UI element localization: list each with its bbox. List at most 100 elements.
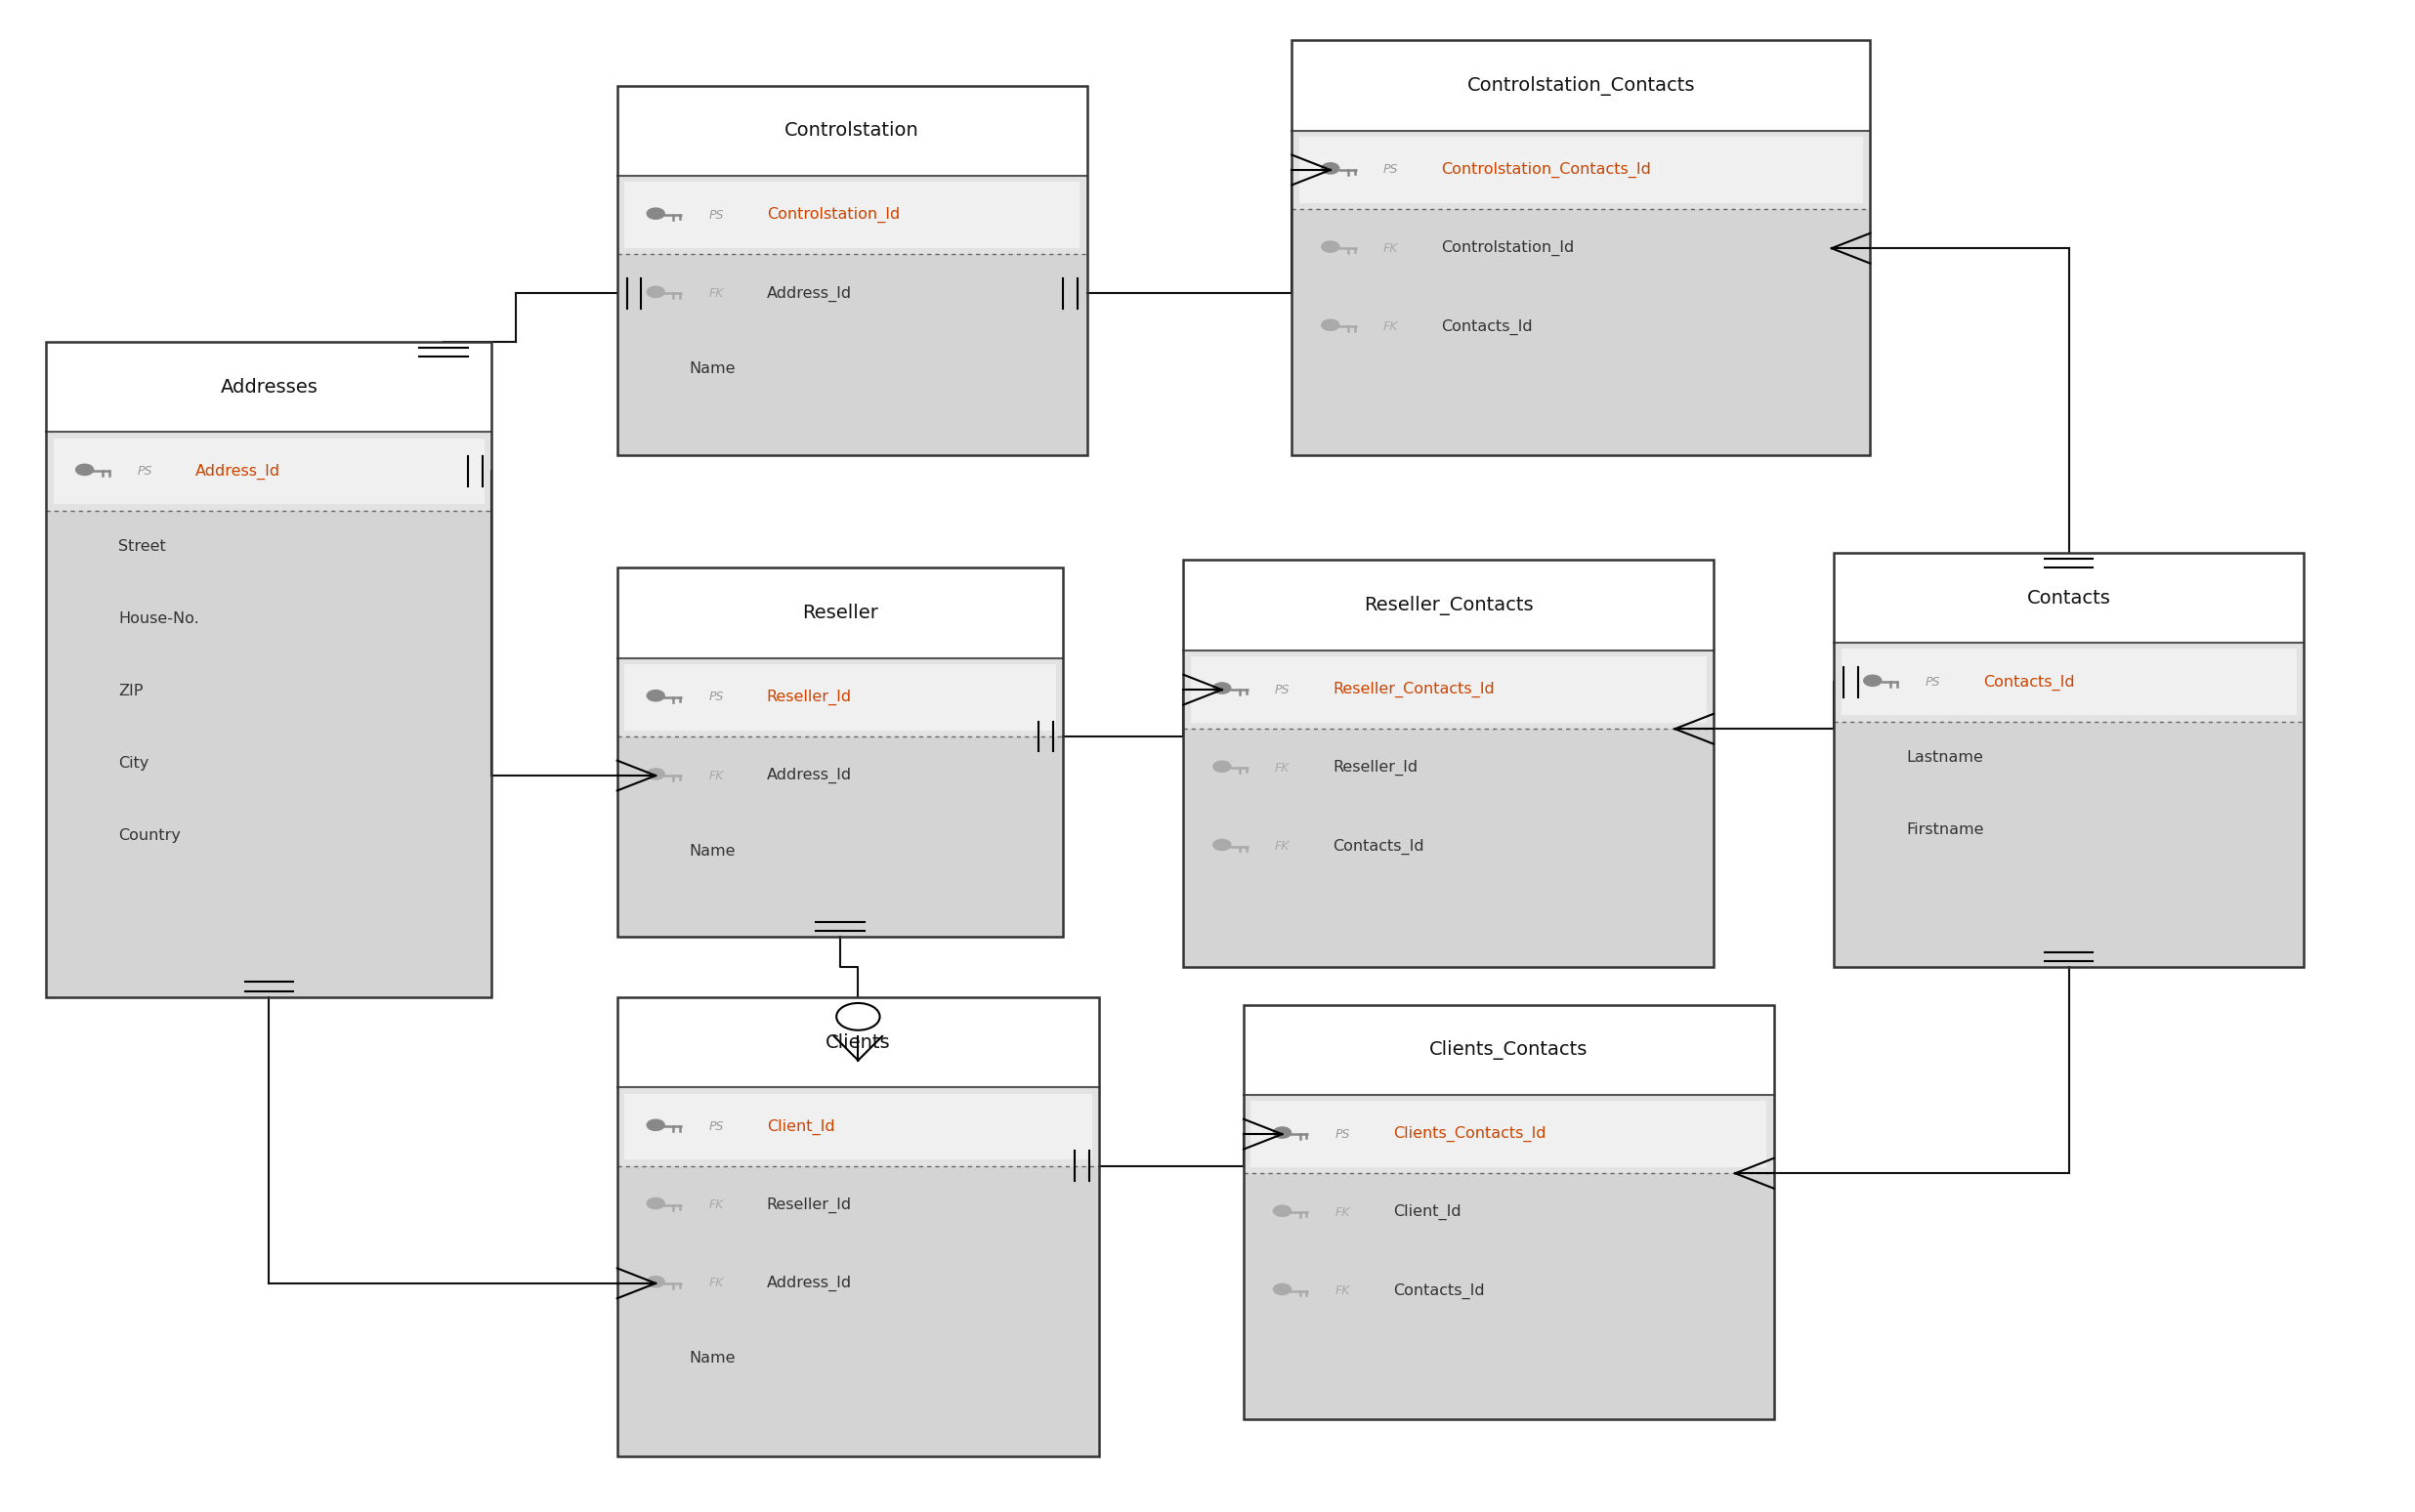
- Text: PS: PS: [138, 464, 152, 478]
- Text: FK: FK: [708, 770, 724, 782]
- Bar: [618, 567, 1063, 658]
- Text: Name: Name: [688, 361, 737, 376]
- Circle shape: [1321, 242, 1340, 253]
- Text: Address_Id: Address_Id: [766, 286, 852, 301]
- Text: Name: Name: [688, 844, 737, 859]
- Bar: [1183, 559, 1715, 966]
- Bar: [618, 567, 1063, 937]
- Bar: [1833, 552, 2304, 643]
- Text: Country: Country: [118, 829, 181, 844]
- Circle shape: [1864, 676, 1881, 686]
- Text: House-No.: House-No.: [118, 611, 198, 626]
- Circle shape: [1273, 1284, 1292, 1294]
- Bar: [1191, 656, 1707, 723]
- Circle shape: [1321, 319, 1340, 331]
- Bar: [46, 342, 493, 996]
- Text: PS: PS: [1335, 1128, 1350, 1140]
- Text: Controlstation: Controlstation: [785, 121, 920, 141]
- Text: City: City: [118, 756, 150, 771]
- Bar: [1292, 130, 1869, 209]
- Text: Address_Id: Address_Id: [196, 463, 280, 479]
- Circle shape: [647, 1276, 664, 1287]
- Text: Client_Id: Client_Id: [766, 1119, 836, 1134]
- Text: PS: PS: [1275, 683, 1290, 696]
- Text: FK: FK: [1275, 762, 1290, 774]
- Bar: [1183, 650, 1715, 966]
- Text: Controlstation_Id: Controlstation_Id: [766, 207, 901, 224]
- Bar: [1183, 650, 1715, 729]
- Bar: [1244, 1095, 1773, 1418]
- Text: Clients: Clients: [826, 1033, 891, 1051]
- Bar: [46, 432, 493, 996]
- Text: PS: PS: [1384, 163, 1398, 177]
- Bar: [618, 658, 1063, 736]
- Bar: [618, 1087, 1099, 1456]
- Circle shape: [1212, 839, 1232, 850]
- Text: Contacts_Id: Contacts_Id: [1393, 1282, 1485, 1299]
- Text: FK: FK: [1335, 1207, 1350, 1219]
- Text: Clients_Contacts: Clients_Contacts: [1430, 1040, 1589, 1060]
- Circle shape: [647, 209, 664, 219]
- Text: Clients_Contacts_Id: Clients_Contacts_Id: [1393, 1126, 1546, 1142]
- Text: Contacts_Id: Contacts_Id: [1983, 674, 2074, 689]
- Text: Addresses: Addresses: [220, 378, 319, 396]
- Bar: [46, 432, 493, 511]
- Bar: [1292, 130, 1869, 455]
- Bar: [1251, 1101, 1765, 1167]
- Bar: [618, 658, 1063, 937]
- Bar: [1833, 552, 2304, 966]
- Text: FK: FK: [1335, 1285, 1350, 1297]
- Text: FK: FK: [708, 1278, 724, 1290]
- Bar: [46, 342, 493, 432]
- Text: Name: Name: [688, 1352, 737, 1365]
- Text: Contacts_Id: Contacts_Id: [1442, 319, 1534, 334]
- Bar: [1840, 649, 2297, 715]
- Text: FK: FK: [1384, 321, 1398, 333]
- Text: FK: FK: [708, 1199, 724, 1211]
- Circle shape: [647, 689, 664, 702]
- Bar: [1183, 559, 1715, 650]
- Bar: [618, 175, 1087, 455]
- Text: Reseller_Id: Reseller_Id: [766, 689, 852, 705]
- Circle shape: [647, 1119, 664, 1131]
- Bar: [618, 1087, 1099, 1166]
- Bar: [625, 181, 1080, 248]
- Circle shape: [1273, 1126, 1292, 1139]
- Text: Street: Street: [118, 540, 167, 553]
- Text: Reseller_Id: Reseller_Id: [1333, 761, 1418, 776]
- Text: Contacts_Id: Contacts_Id: [1333, 839, 1425, 854]
- Text: Controlstation_Id: Controlstation_Id: [1442, 240, 1575, 256]
- Bar: [618, 996, 1099, 1087]
- Text: ZIP: ZIP: [118, 683, 142, 699]
- Text: PS: PS: [1925, 676, 1942, 688]
- Circle shape: [647, 286, 664, 298]
- Bar: [618, 996, 1099, 1456]
- Bar: [53, 438, 485, 505]
- Text: Controlstation_Contacts: Controlstation_Contacts: [1466, 76, 1695, 95]
- Bar: [625, 664, 1055, 730]
- Text: Lastname: Lastname: [1905, 750, 1983, 765]
- Text: Address_Id: Address_Id: [766, 768, 852, 783]
- Bar: [1244, 1004, 1773, 1418]
- Text: Controlstation_Contacts_Id: Controlstation_Contacts_Id: [1442, 162, 1652, 178]
- Bar: [1299, 136, 1862, 203]
- Circle shape: [1212, 682, 1232, 694]
- Circle shape: [647, 768, 664, 780]
- Bar: [618, 86, 1087, 455]
- Circle shape: [647, 1198, 664, 1210]
- Bar: [618, 86, 1087, 175]
- Bar: [1292, 41, 1869, 130]
- Bar: [625, 1093, 1092, 1160]
- Circle shape: [1321, 163, 1340, 174]
- Text: Reseller_Contacts_Id: Reseller_Contacts_Id: [1333, 682, 1495, 697]
- Text: PS: PS: [708, 1120, 724, 1132]
- Text: FK: FK: [708, 287, 724, 299]
- Text: Client_Id: Client_Id: [1393, 1205, 1461, 1220]
- Bar: [1244, 1095, 1773, 1173]
- Bar: [1244, 1004, 1773, 1095]
- Text: PS: PS: [708, 209, 724, 221]
- Circle shape: [1273, 1205, 1292, 1216]
- Circle shape: [1212, 761, 1232, 773]
- Text: Firstname: Firstname: [1905, 823, 1985, 838]
- Text: PS: PS: [708, 691, 724, 703]
